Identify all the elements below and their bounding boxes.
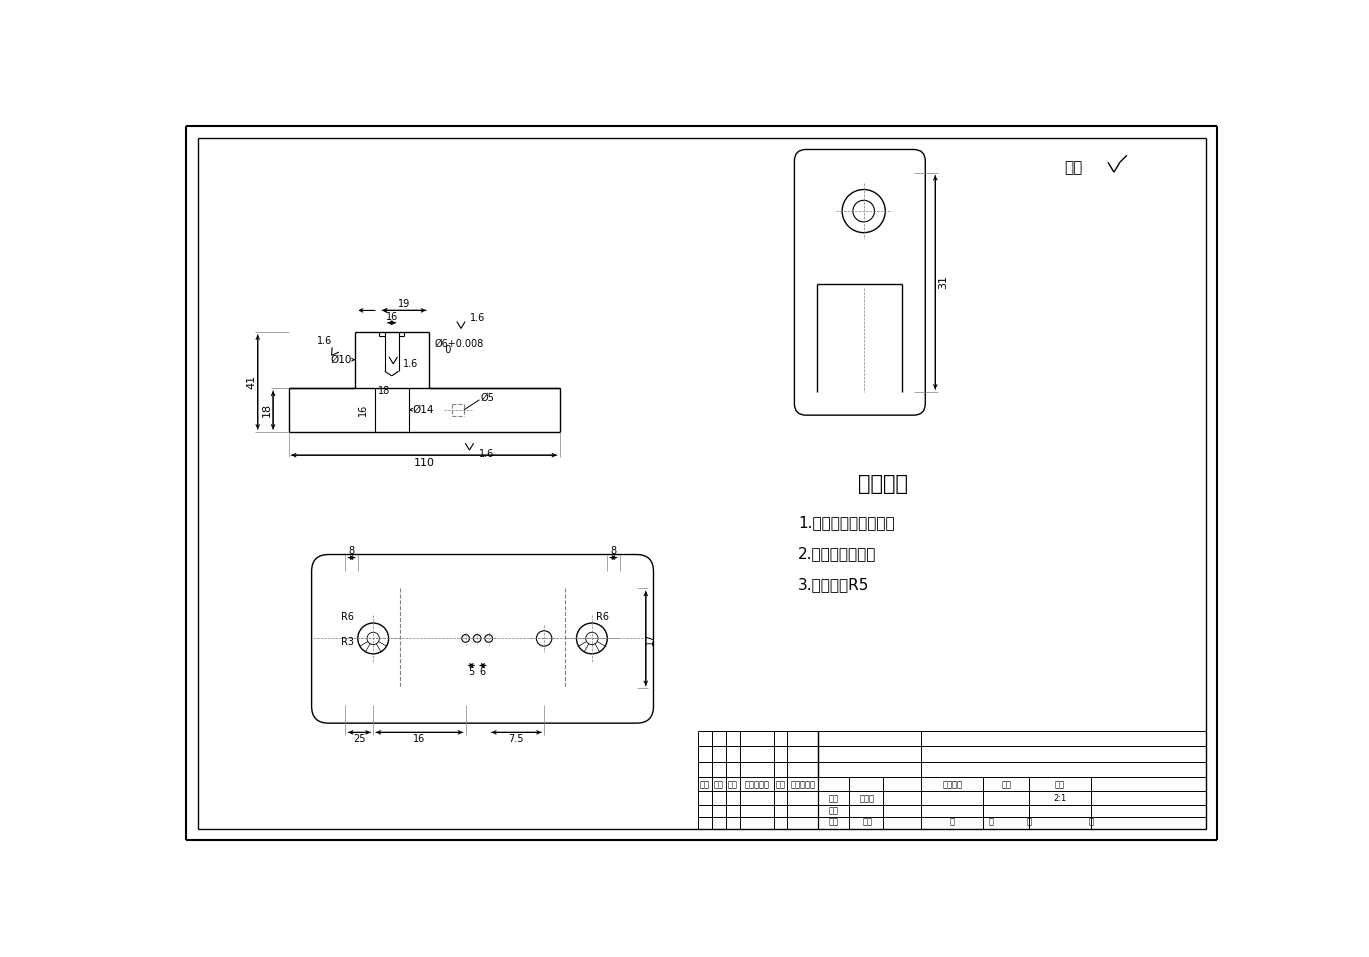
Text: 2.去除毛刺飞边。: 2.去除毛刺飞边。 [798, 546, 876, 561]
Text: 更改文件号: 更改文件号 [745, 780, 769, 790]
Text: 25: 25 [353, 734, 366, 745]
Text: 阶段标记: 阶段标记 [942, 780, 962, 790]
Bar [356, 332, 428, 389]
Text: 处数: 处数 [715, 780, 724, 790]
Text: Ø14: Ø14 [412, 405, 434, 414]
Text: 8: 8 [611, 546, 616, 556]
Bar [289, 389, 560, 432]
Text: 1.6: 1.6 [479, 449, 494, 458]
Text: 分区: 分区 [728, 780, 738, 790]
Text: 1.6: 1.6 [470, 313, 486, 323]
Text: 1.零件须去除氧化皮。: 1.零件须去除氧化皮。 [798, 516, 895, 530]
Text: 技术要求: 技术要求 [858, 475, 908, 495]
Text: 8: 8 [349, 546, 355, 556]
Text: 6: 6 [479, 666, 486, 677]
Text: R6: R6 [596, 612, 609, 622]
Text: 1.6: 1.6 [402, 359, 418, 368]
Text: 张: 张 [1088, 817, 1094, 826]
Text: 17: 17 [645, 633, 656, 645]
Text: 设计: 设计 [828, 794, 839, 803]
Text: 18: 18 [378, 387, 390, 396]
Text: 签名: 签名 [775, 780, 786, 790]
Text: Ø10: Ø10 [330, 355, 352, 365]
Text: 31: 31 [938, 275, 947, 289]
Text: R3: R3 [341, 637, 355, 647]
Text: 标准化: 标准化 [860, 794, 875, 803]
Text: 比例: 比例 [1055, 780, 1065, 790]
Text: 年、月、日: 年、月、日 [790, 780, 816, 790]
Text: 0: 0 [439, 345, 452, 355]
Text: 16: 16 [386, 312, 398, 322]
Text: 工艺: 工艺 [828, 817, 839, 826]
Text: 批准: 批准 [862, 817, 872, 826]
Text: 1.6: 1.6 [318, 336, 333, 346]
Text: 2:1: 2:1 [1053, 794, 1066, 803]
Text: 7.5: 7.5 [509, 734, 524, 745]
Text: 5: 5 [468, 666, 474, 677]
Text: 110: 110 [413, 457, 434, 468]
Text: 审核: 审核 [828, 807, 839, 815]
Text: 19: 19 [398, 300, 411, 309]
Text: Ø6+0.008: Ø6+0.008 [435, 339, 485, 348]
Text: R6: R6 [341, 612, 355, 622]
Text: 16: 16 [359, 404, 368, 416]
Text: 重量: 重量 [1001, 780, 1012, 790]
Text: 共: 共 [950, 817, 954, 826]
Text: Ø5: Ø5 [481, 393, 494, 403]
Text: 其余: 其余 [1064, 160, 1082, 175]
Text: 标记: 标记 [700, 780, 711, 790]
Text: 3.未注圆角R5: 3.未注圆角R5 [798, 577, 869, 592]
Text: 41: 41 [246, 375, 256, 389]
Text: 16: 16 [413, 734, 426, 745]
Text: 张: 张 [988, 817, 994, 826]
Text: 18: 18 [261, 403, 272, 417]
Text: 第: 第 [1027, 817, 1032, 826]
